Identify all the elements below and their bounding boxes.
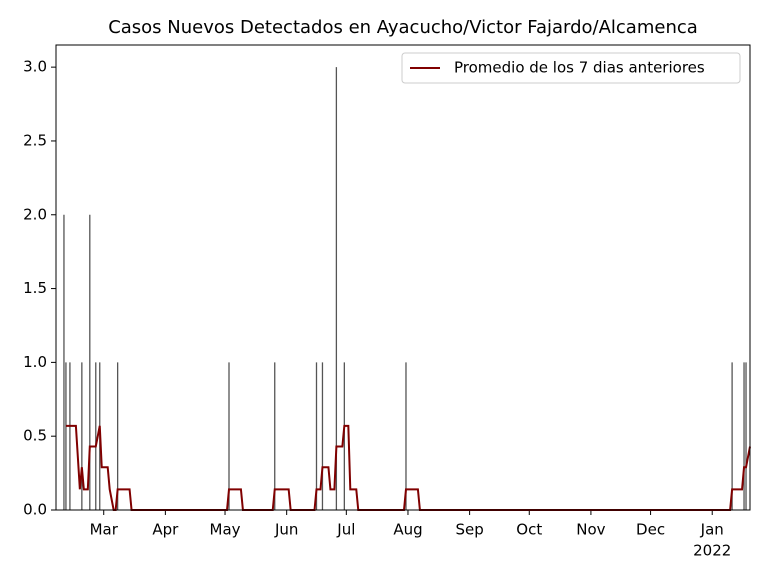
x-tick-label: Oct (516, 521, 542, 539)
chart-title: Casos Nuevos Detectados en Ayacucho/Vict… (108, 17, 698, 38)
legend: Promedio de los 7 dias anteriores (401, 52, 741, 84)
legend-box (401, 52, 741, 84)
line (65, 424, 751, 511)
legend-label: Promedio de los 7 dias anteriores (454, 59, 705, 77)
y-tick-label: 0.0 (23, 501, 47, 519)
y-tick-label: 1.0 (23, 353, 47, 371)
y-tick-label: 1.5 (23, 279, 47, 297)
x-tick-label: Aug (393, 521, 422, 539)
x-tick-label: Jul (336, 521, 355, 539)
plot-frame (55, 44, 751, 511)
x-tick-label: Nov (576, 521, 605, 539)
y-tick-label: 3.0 (23, 58, 47, 76)
x-tick-label: Sep (455, 521, 483, 539)
x-tick-label: Apr (152, 521, 179, 539)
y-tick-label: 2.0 (23, 205, 47, 223)
x-tick-label: Jan (700, 521, 724, 539)
y-tick-label: 0.5 (23, 427, 47, 445)
x-tick-label: Mar (90, 521, 119, 539)
x-tick-label: Jun (274, 521, 298, 539)
x-tick-label: Dec (636, 521, 665, 539)
x-year-label: 2022 (693, 542, 731, 560)
x-tick-label: May (210, 521, 241, 539)
y-tick-label: 2.5 (23, 131, 47, 149)
